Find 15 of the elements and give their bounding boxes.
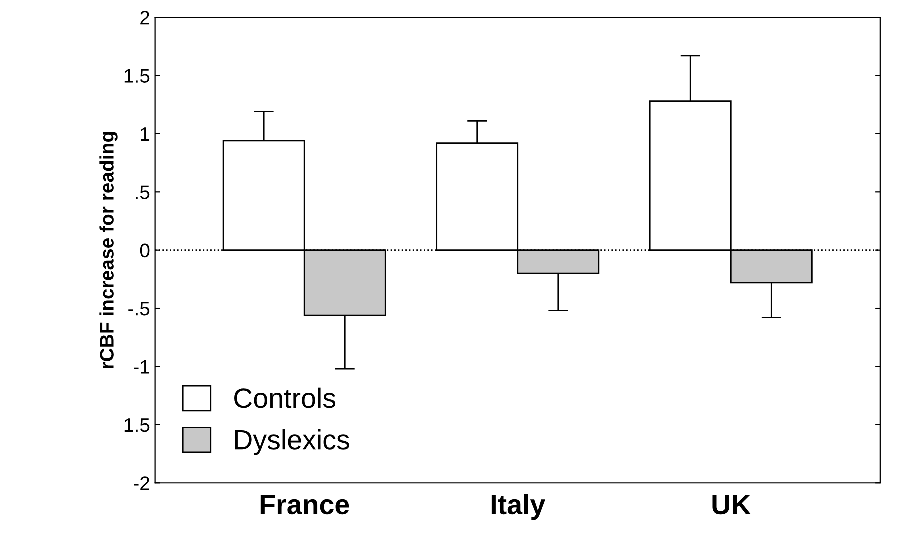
y-axis-title: rCBF increase for reading xyxy=(100,132,118,368)
y-tick-label: 1.5 xyxy=(124,418,150,432)
y-tick-label: -1 xyxy=(134,360,150,374)
y-tick-label: 2 xyxy=(140,11,150,25)
y-tick-label: 1 xyxy=(141,128,150,141)
legend-label: Controls xyxy=(234,388,336,408)
y-tick-label: 1.5 xyxy=(124,69,150,83)
y-tick-label: -.5 xyxy=(128,302,150,316)
y-tick-label: 0 xyxy=(140,244,150,258)
x-tick-label: France xyxy=(260,495,350,515)
legend-label: Dyslexics xyxy=(235,429,350,456)
y-tick-label: -2 xyxy=(134,476,150,490)
x-tick-label: UK xyxy=(712,495,751,515)
x-tick-label: Italy xyxy=(492,494,546,520)
y-tick-label: .5 xyxy=(136,186,150,200)
